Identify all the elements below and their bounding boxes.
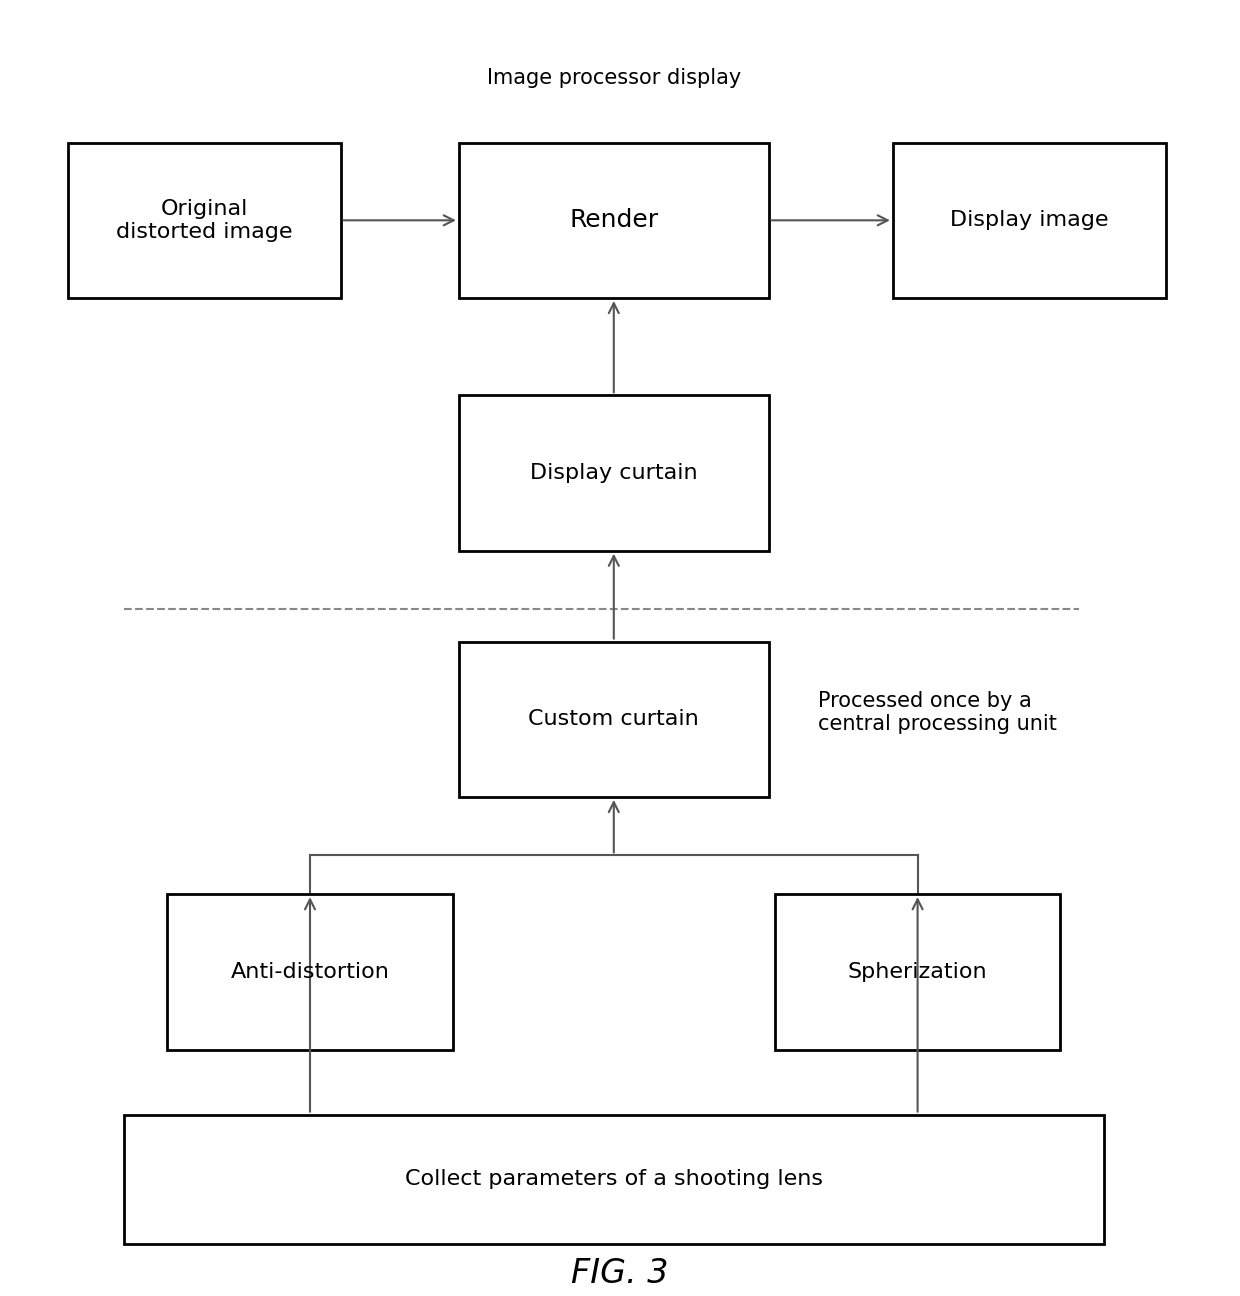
- Bar: [167, 894, 453, 1050]
- Text: Spherization: Spherization: [848, 962, 987, 982]
- Text: Render: Render: [569, 209, 658, 232]
- Text: Display image: Display image: [950, 210, 1109, 231]
- Text: Display curtain: Display curtain: [529, 463, 698, 483]
- Bar: [124, 1115, 1104, 1244]
- Bar: [775, 894, 1060, 1050]
- Text: Collect parameters of a shooting lens: Collect parameters of a shooting lens: [404, 1169, 823, 1190]
- Bar: [893, 143, 1166, 298]
- Text: Custom curtain: Custom curtain: [528, 709, 699, 730]
- Text: Original
distorted image: Original distorted image: [117, 198, 293, 242]
- Bar: [459, 395, 769, 551]
- Text: FIG. 3: FIG. 3: [572, 1257, 668, 1290]
- Text: Processed once by a
central processing unit: Processed once by a central processing u…: [818, 691, 1058, 735]
- Bar: [68, 143, 341, 298]
- Text: Image processor display: Image processor display: [486, 67, 742, 88]
- Bar: [459, 143, 769, 298]
- Bar: [459, 642, 769, 797]
- Text: Anti-distortion: Anti-distortion: [231, 962, 389, 982]
